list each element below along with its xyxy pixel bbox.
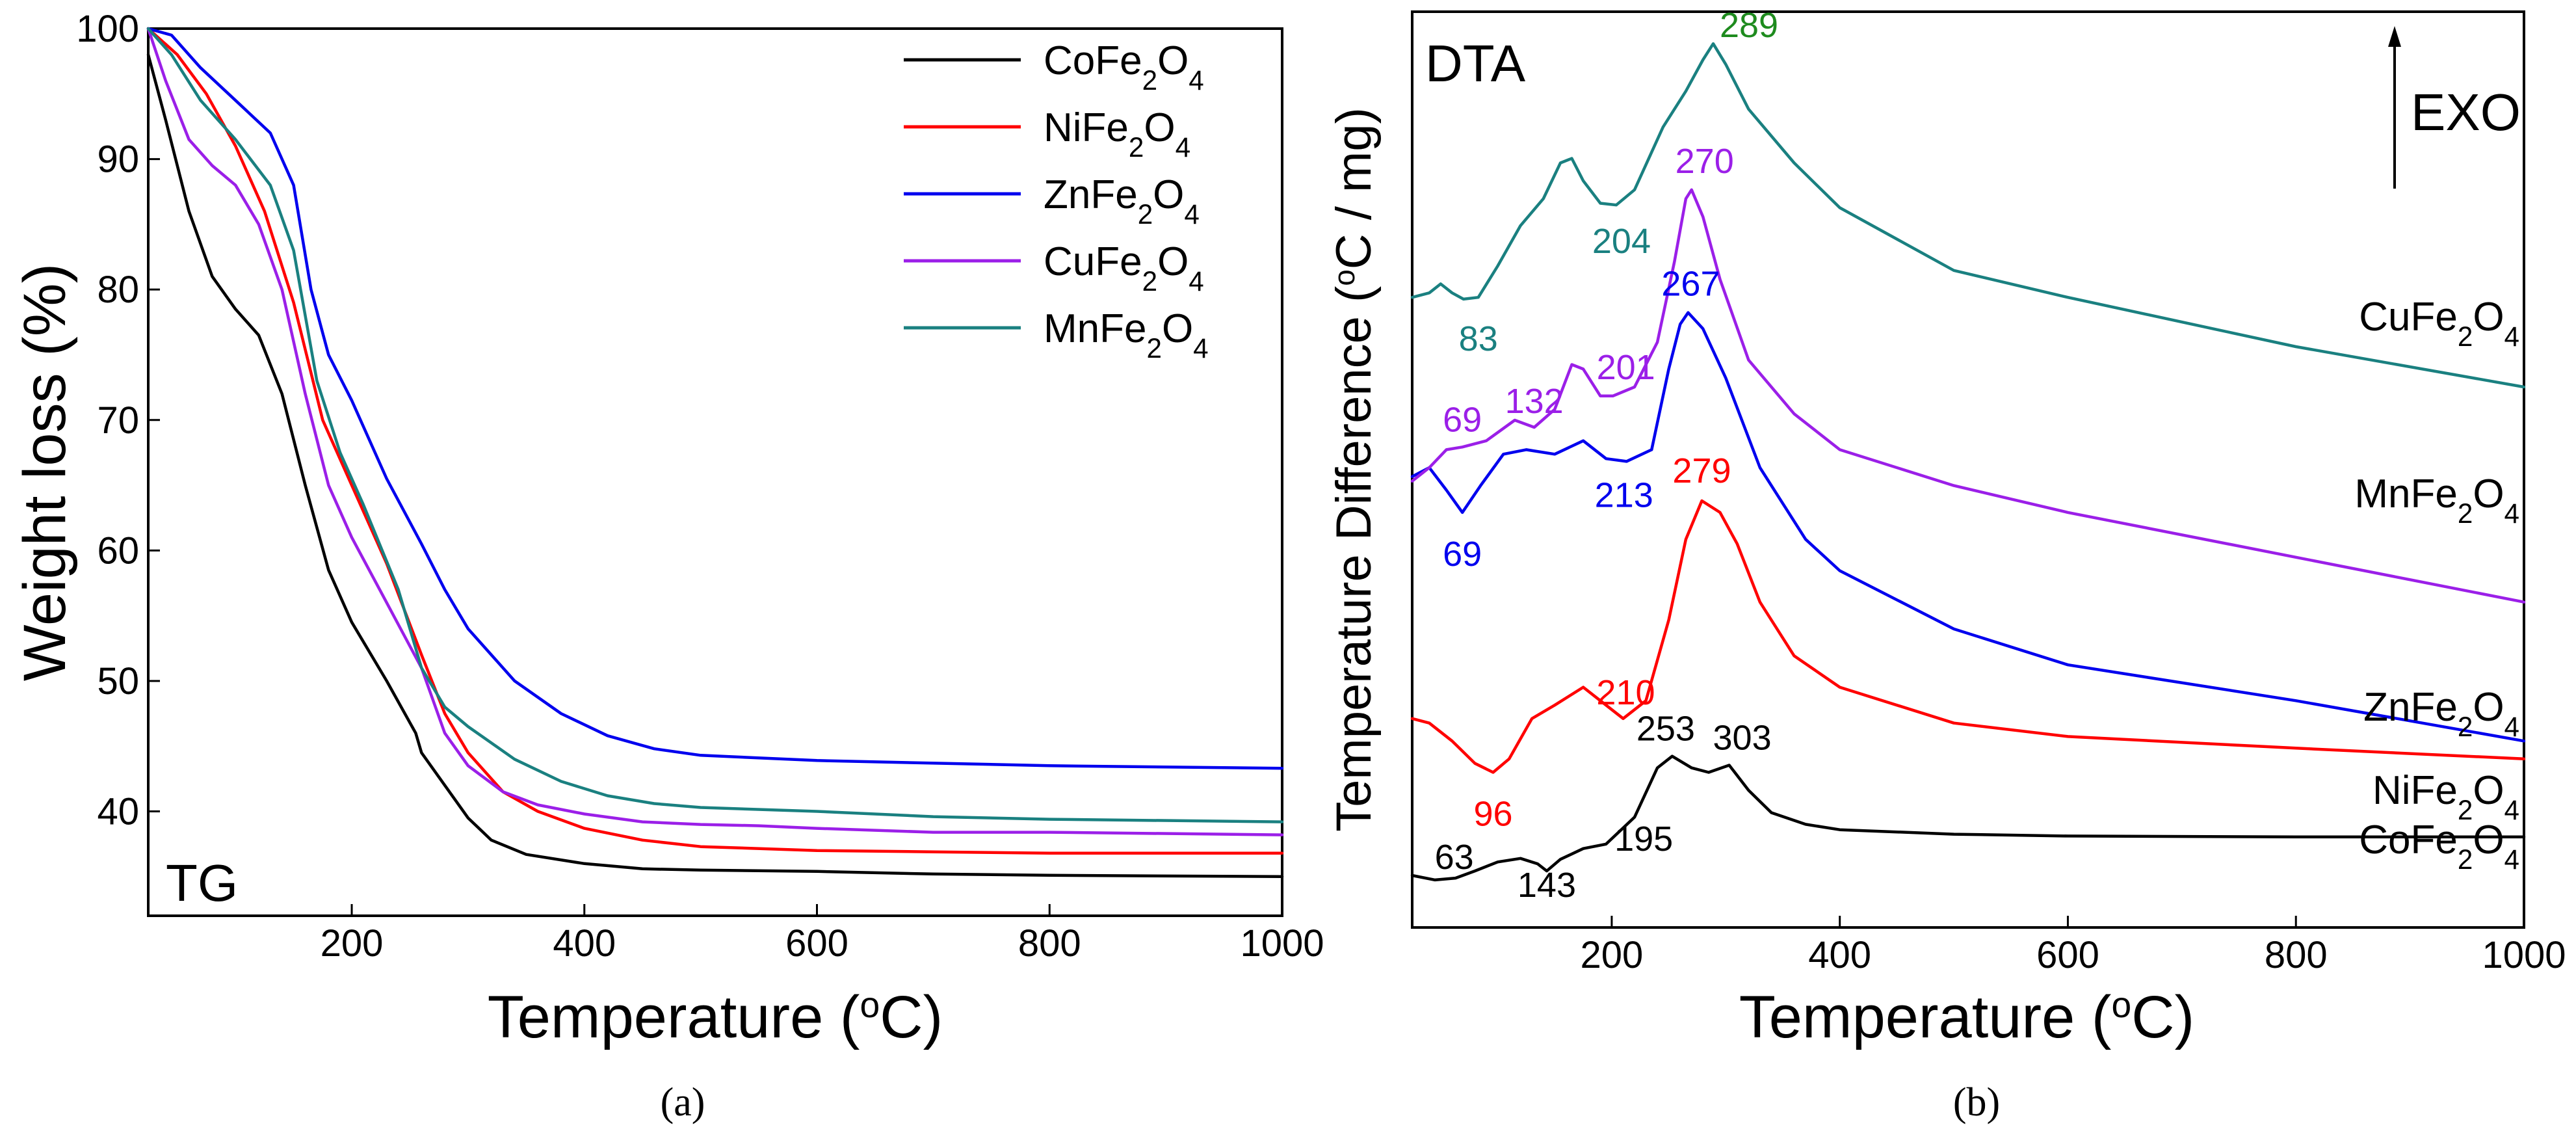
tg-panel: 200 400 600 800 1000 40 50 60 70 80 90 100 CoFe2O4 N… — [12, 8, 1324, 1125]
dta-y-axis-label: Temperature Difference (oC / mg) — [1326, 107, 1382, 832]
peak-label-MnFe2O4-83: 83 — [1459, 319, 1498, 358]
tg-y-tick-label: 60 — [97, 529, 139, 572]
peak-label-NiFe2O4-96: 96 — [1473, 795, 1512, 834]
peak-label-CoFe2O4-143: 143 — [1518, 866, 1576, 905]
dta-line-ZnFe2O4 — [1410, 311, 2526, 743]
tg-panel-label: TG — [166, 854, 238, 912]
tg-y-tick-label: 50 — [97, 660, 139, 702]
dta-line-NiFe2O4 — [1410, 499, 2526, 774]
curve-label-2: ZnFe2O4 — [2363, 685, 2519, 742]
tg-y-tick-label: 100 — [76, 8, 139, 50]
tg-y-tick-label: 90 — [97, 139, 139, 181]
tg-series — [146, 27, 1284, 879]
tg-figure-label: (a) — [661, 1080, 705, 1125]
dta-axis-ticks: 200 400 600 800 1000 — [1581, 916, 2566, 976]
dta-peak-labels: 63 143 195 253 303 96 210 279 69 213 267 69 132 201 27… — [1435, 6, 1778, 905]
peak-label-CuFe2O4-69: 69 — [1443, 400, 1482, 439]
peak-label-CoFe2O4-63: 63 — [1435, 838, 1474, 877]
tg-x-tick-label: 600 — [785, 922, 848, 965]
tg-x-tick-label: 1000 — [1240, 922, 1324, 965]
dta-plot-frame — [1411, 10, 2525, 929]
tg-plot-frame — [147, 27, 1283, 917]
dta-line-CoFe2O4 — [1410, 754, 2526, 882]
peak-label-CoFe2O4-195: 195 — [1614, 820, 1673, 859]
tg-legend: CoFe2O4 NiFe2O4 ZnFe2O4 CuFe2O4 MnFe2O4 — [904, 38, 1209, 364]
peak-label-NiFe2O4-279: 279 — [1672, 451, 1731, 490]
curve-label-3: NiFe2O4 — [2372, 768, 2519, 825]
tg-inner-label: TG — [166, 854, 238, 912]
dta-x-tick-label: 800 — [2265, 934, 2328, 976]
tg-line-MnFe2O4 — [146, 27, 1284, 823]
peak-label-ZnFe2O4-213: 213 — [1595, 475, 1653, 514]
dta-line-CuFe2O4 — [1410, 188, 2526, 604]
peak-label-CuFe2O4-270: 270 — [1676, 142, 1734, 181]
tg-x-tick-label: 400 — [553, 922, 616, 965]
tg-line-ZnFe2O4 — [146, 27, 1284, 770]
dta-figure-label: (b) — [1953, 1080, 2000, 1125]
curve-label-4: CoFe2O4 — [2359, 818, 2519, 875]
dta-x-tick-label: 600 — [2036, 934, 2099, 976]
peak-label-CuFe2O4-132: 132 — [1505, 382, 1564, 421]
peak-label-NiFe2O4-210: 210 — [1596, 673, 1655, 712]
legend-label-CuFe2O4: CuFe2O4 — [1044, 239, 1204, 297]
legend-label-CoFe2O4: CoFe2O4 — [1044, 38, 1204, 96]
peak-label-CuFe2O4-201: 201 — [1597, 348, 1655, 387]
tg-y-tick-label: 70 — [97, 399, 139, 442]
tg-line-NiFe2O4 — [146, 27, 1284, 855]
peak-label-MnFe2O4-289: 289 — [1720, 6, 1778, 45]
exo-indicator: EXO — [2388, 26, 2521, 189]
dta-line-MnFe2O4 — [1410, 42, 2526, 389]
tg-y-axis-label: Weight loss (%) — [12, 263, 78, 681]
exo-label: EXO — [2411, 83, 2521, 141]
tg-x-tick-label: 800 — [1018, 922, 1081, 965]
tg-y-tick-label: 40 — [97, 791, 139, 833]
curve-label-0: CuFe2O4 — [2359, 295, 2519, 352]
legend-label-ZnFe2O4: ZnFe2O4 — [1044, 172, 1200, 230]
dta-x-axis-label: Temperature (oC) — [1739, 984, 2194, 1050]
tg-line-CuFe2O4 — [146, 27, 1284, 836]
exo-arrow-head — [2388, 26, 2401, 47]
peak-label-ZnFe2O4-267: 267 — [1661, 265, 1720, 304]
dta-inner-label: DTA — [1425, 34, 1526, 92]
dta-x-tick-label: 200 — [1581, 934, 1644, 976]
tg-y-tick-label: 80 — [97, 269, 139, 311]
tg-x-axis-label: Temperature (oC) — [488, 984, 943, 1050]
dta-series — [1410, 42, 2526, 882]
tg-axis-ticks: 200 400 600 800 1000 40 50 60 70 80 90 100 — [76, 8, 1324, 965]
peak-label-MnFe2O4-204: 204 — [1592, 222, 1651, 261]
curve-label-1: MnFe2O4 — [2354, 472, 2519, 529]
tg-line-CoFe2O4 — [146, 53, 1284, 879]
legend-label-MnFe2O4: MnFe2O4 — [1044, 306, 1209, 364]
peak-label-CoFe2O4-303: 303 — [1713, 718, 1772, 757]
dta-x-tick-label: 1000 — [2482, 934, 2566, 976]
legend-label-NiFe2O4: NiFe2O4 — [1044, 105, 1190, 163]
dta-x-tick-label: 400 — [1808, 934, 1871, 976]
peak-label-ZnFe2O4-69: 69 — [1443, 535, 1482, 574]
tg-x-tick-label: 200 — [321, 922, 384, 965]
peak-label-CoFe2O4-253: 253 — [1636, 710, 1695, 749]
